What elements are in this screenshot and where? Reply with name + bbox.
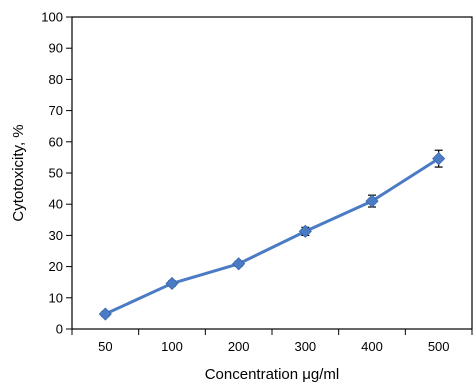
x-axis-title: Concentration μg/ml bbox=[205, 366, 340, 383]
y-axis-ticks: 0 10 20 30 40 50 60 70 80 90 100 bbox=[41, 10, 72, 337]
data-point-diamond bbox=[432, 152, 446, 166]
x-tick-label: 500 bbox=[428, 339, 450, 354]
series-layer bbox=[98, 149, 446, 321]
x-tick-label: 50 bbox=[98, 339, 112, 354]
y-tick-label: 10 bbox=[49, 290, 63, 305]
data-point-diamond bbox=[365, 194, 379, 208]
y-tick-label: 50 bbox=[49, 166, 63, 181]
data-point-diamond bbox=[98, 307, 112, 321]
series-line bbox=[104, 157, 440, 316]
data-point-diamond bbox=[165, 276, 179, 291]
y-tick-label: 30 bbox=[49, 228, 63, 243]
x-tick-label: 300 bbox=[294, 339, 316, 354]
y-tick-label: 80 bbox=[49, 72, 63, 87]
y-tick-label: 100 bbox=[41, 10, 63, 25]
x-tick-label: 100 bbox=[161, 339, 183, 354]
x-axis-ticks: 50 100 200 300 400 500 bbox=[71, 329, 473, 354]
y-tick-label: 20 bbox=[49, 259, 63, 274]
y-tick-label: 90 bbox=[49, 41, 63, 56]
y-tick-label: 70 bbox=[49, 103, 63, 118]
data-point-diamond bbox=[232, 257, 246, 271]
y-tick-label: 60 bbox=[49, 134, 63, 149]
y-axis-title: Cytotoxicity, % bbox=[10, 124, 27, 221]
plot-frame bbox=[71, 16, 473, 330]
y-tick-label: 0 bbox=[56, 322, 63, 337]
data-point-diamond bbox=[298, 224, 312, 238]
y-tick-label: 40 bbox=[49, 197, 63, 212]
x-tick-label: 200 bbox=[228, 339, 250, 354]
x-tick-label: 400 bbox=[361, 339, 383, 354]
